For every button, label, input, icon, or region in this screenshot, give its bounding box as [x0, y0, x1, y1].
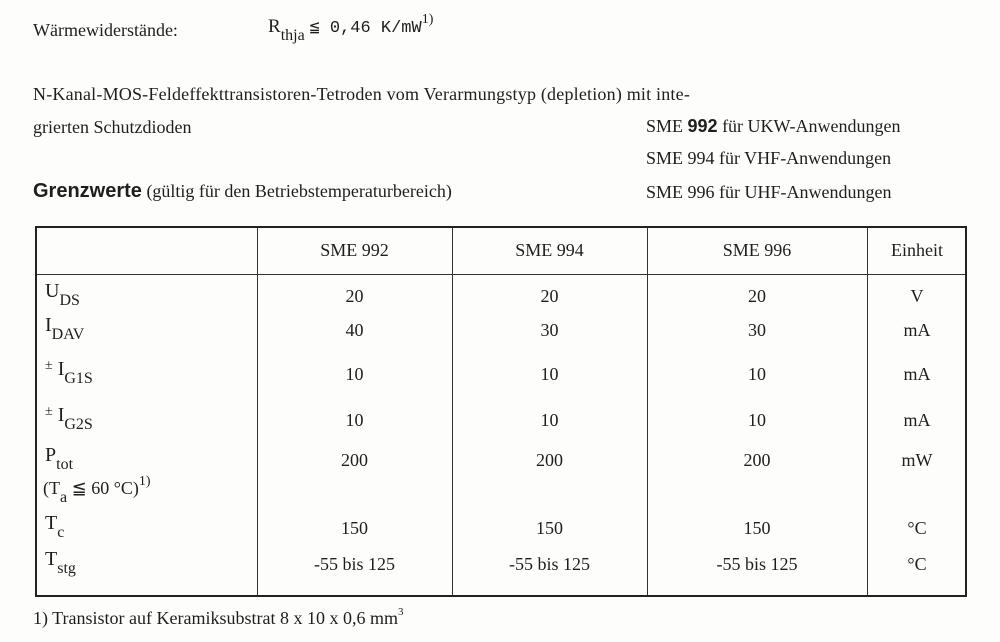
footnote-text: 1) Transistor auf Keramiksubstrat 8 x 10…: [33, 608, 398, 628]
column-divider: [452, 228, 453, 595]
cell-value: 40: [345, 320, 364, 340]
cell-value: 30: [540, 320, 559, 340]
cond-sub: a: [60, 489, 68, 506]
variant-number: 994: [687, 148, 715, 168]
cell-value: 150: [743, 518, 771, 538]
column-divider: [257, 228, 258, 595]
symbol: T: [45, 548, 58, 570]
relation: ≦ 0,46 K/mW: [309, 19, 422, 38]
header-sme-992: SME 992: [320, 240, 389, 260]
variant-use: für UKW-Anwendungen: [722, 116, 901, 136]
symbol: I: [57, 358, 65, 380]
symbol-sub: G1S: [64, 370, 93, 387]
thermal-label: Wärmewiderstände:: [33, 20, 178, 40]
row-symbol: ± IG2S: [45, 404, 93, 433]
symbol-sub: DS: [59, 292, 80, 309]
symbol-sub: thja: [280, 27, 305, 44]
cell-unit: °C: [907, 518, 927, 538]
cell-value: 10: [748, 364, 766, 384]
cell-value: 10: [540, 410, 559, 430]
header-sme-996: SME 996: [722, 240, 792, 260]
footnote-sup: 3: [397, 606, 404, 618]
cond-rest: ≦ 60 °C): [71, 478, 139, 498]
cell-value: 20: [345, 286, 364, 306]
symbol: I: [57, 404, 65, 426]
symbol: I: [45, 314, 52, 336]
cell-value: 150: [536, 518, 563, 538]
variant-994: SME 994 für VHF-Anwendungen: [646, 148, 891, 169]
section-title: Grenzwerte: [33, 180, 142, 202]
variant-996: SME 996 für UHF-Anwendungen: [646, 182, 891, 203]
cell-value: -55 bis 125: [509, 554, 590, 574]
symbol: U: [45, 280, 60, 302]
footnote: 1) Transistor auf Keramiksubstrat 8 x 10…: [33, 606, 404, 629]
cell-unit: °C: [907, 554, 927, 574]
section-note: (gültig für den Betriebstemperaturbereic…: [146, 181, 452, 201]
thermal-resistance: Rthja ≦ 0,46 K/mW1): [268, 12, 433, 44]
cell-value: -55 bis 125: [314, 554, 395, 574]
cell-value: 150: [341, 518, 368, 538]
cond: (T: [43, 478, 60, 498]
cell-unit: mA: [903, 364, 931, 384]
variant-number: 996: [687, 182, 715, 202]
symbol-sub: stg: [57, 560, 76, 577]
cell-unit: mA: [903, 410, 931, 430]
variant-992: SME 992 für UKW-Anwendungen: [646, 116, 901, 137]
row-symbol: Tc: [45, 512, 64, 541]
variant-use: für VHF-Anwendungen: [719, 148, 892, 168]
cell-value: 20: [540, 286, 559, 306]
cell-value: -55 bis 125: [716, 554, 798, 574]
row-condition: (Ta ≦ 60 °C)1): [43, 474, 151, 506]
cell-value: 10: [540, 364, 559, 384]
row-symbol: Ptot: [45, 444, 73, 473]
cell-value: 10: [748, 410, 766, 430]
variant-type: SME: [646, 182, 684, 202]
plus-minus: ±: [45, 358, 53, 373]
symbol-sub: c: [57, 524, 65, 541]
symbol-sub: DAV: [51, 326, 85, 343]
row-symbol: ± IG1S: [45, 358, 93, 387]
variant-type: SME: [646, 116, 684, 136]
row-symbol: IDAV: [45, 314, 84, 343]
cell-unit: mA: [903, 320, 931, 340]
cell-value: 20: [748, 286, 766, 306]
footnote-ref: 1): [421, 12, 434, 27]
cond-ref: 1): [138, 474, 151, 489]
cell-value: 200: [743, 450, 771, 470]
variant-type: SME: [646, 148, 684, 168]
cell-value: 200: [536, 450, 563, 470]
section-heading: Grenzwerte (gültig für den Betriebstempe…: [33, 180, 452, 203]
cell-value: 200: [341, 450, 368, 470]
symbol: R: [268, 16, 281, 37]
symbol-sub: G2S: [64, 416, 93, 433]
plus-minus: ±: [45, 404, 53, 419]
description-line1: N-Kanal-MOS-Feldeffekttransistoren-Tetro…: [33, 84, 691, 104]
description-line2: grierten Schutzdioden: [33, 117, 192, 137]
cell-value: 10: [345, 410, 364, 430]
row-symbol: Tstg: [45, 548, 76, 577]
symbol: P: [45, 444, 57, 466]
header-divider: [37, 274, 965, 275]
variant-number: 992: [687, 116, 718, 136]
cell-value: 30: [748, 320, 766, 340]
cell-unit: mW: [901, 450, 933, 470]
column-divider: [867, 228, 868, 595]
column-divider: [647, 228, 648, 595]
row-symbol: UDS: [45, 280, 80, 309]
symbol-sub: tot: [56, 456, 74, 473]
header-sme-994: SME 994: [515, 240, 584, 260]
variant-use: für UHF-Anwendungen: [719, 182, 892, 202]
header-unit: Einheit: [891, 240, 943, 260]
cell-unit: V: [910, 286, 924, 306]
limits-table: SME 992 SME 994 SME 996 Einheit UDS 20 20 2…: [35, 226, 967, 597]
cell-value: 10: [345, 364, 364, 384]
symbol: T: [45, 512, 58, 534]
